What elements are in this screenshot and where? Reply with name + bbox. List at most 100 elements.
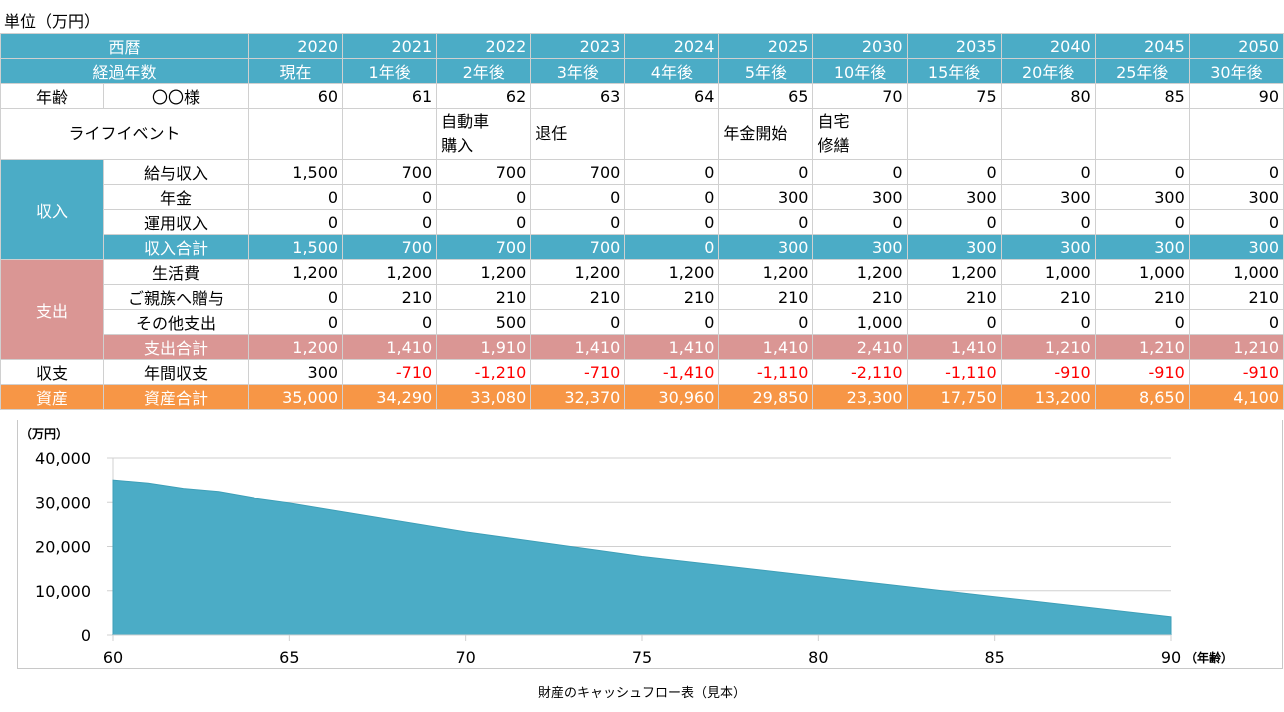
cell: 300 [1000, 234, 1096, 260]
unit-label: 単位（万円） [4, 12, 101, 31]
life-event-cell: 自動車 購入 [436, 108, 532, 160]
cell: 1,210 [1188, 334, 1284, 360]
cell: 0 [248, 309, 344, 335]
expense-label: 支出 [0, 259, 104, 360]
cell: 2025 [718, 33, 814, 59]
cell: 0 [1000, 309, 1096, 335]
cell: 1,200 [812, 259, 908, 285]
cell: 1,200 [342, 259, 438, 285]
cell: 1,000 [1188, 259, 1284, 285]
cell: 70 [812, 83, 908, 109]
row-label: 資産合計 [102, 384, 250, 410]
cell: 1,000 [1000, 259, 1096, 285]
cell: 25年後 [1094, 58, 1190, 84]
cell: 85 [1094, 83, 1190, 109]
cell: 0 [906, 159, 1002, 185]
x-tick-label: 85 [984, 648, 1004, 667]
cell: 2023 [530, 33, 626, 59]
cell: 0 [248, 284, 344, 310]
life-event-cell [342, 108, 438, 160]
header-year-row: 西暦 2020 2021 2022 2023 2024 2025 2030 2035 2040 20… [0, 33, 1284, 59]
cell: 0 [1094, 309, 1190, 335]
cell: 1,200 [624, 259, 720, 285]
row-label: その他支出 [102, 309, 250, 335]
cell: 1,000 [812, 309, 908, 335]
cell: 1,410 [342, 334, 438, 360]
cell: 0 [248, 209, 344, 235]
row-label: 給与収入 [102, 159, 250, 185]
x-tick-label: 80 [808, 648, 828, 667]
cell: 64 [624, 83, 720, 109]
cell: -910 [1094, 359, 1190, 385]
cell: 80 [1000, 83, 1096, 109]
cashflow-table: 西暦 2020 2021 2022 2023 2024 2025 2030 2035 2040 20… [0, 33, 1284, 410]
cell: 0 [342, 209, 438, 235]
header-elapsed-row: 経過年数 現在 1年後 2年後 3年後 4年後 5年後 10年後 15年後 20年後 25年後 30年… [0, 58, 1284, 84]
cell: -1,110 [718, 359, 814, 385]
cell: 700 [342, 234, 438, 260]
cell: 0 [342, 184, 438, 210]
x-axis-unit: （年齢） [1185, 650, 1233, 665]
y-tick-label: 10,000 [35, 582, 91, 601]
asset-area [112, 479, 1172, 636]
cell: 0 [1000, 159, 1096, 185]
life-event-cell: 年金開始 [718, 108, 814, 160]
cell: -910 [1188, 359, 1284, 385]
x-tick-label: 60 [103, 648, 123, 667]
cell: 3年後 [530, 58, 626, 84]
cell: 300 [1094, 234, 1190, 260]
cell: -2,110 [812, 359, 908, 385]
cell: 23,300 [812, 384, 908, 410]
cell: 0 [530, 309, 626, 335]
cell: 0 [1094, 209, 1190, 235]
cell: 0 [1188, 309, 1284, 335]
cell: 4,100 [1188, 384, 1284, 410]
row-label: 運用収入 [102, 209, 250, 235]
life-event-cell [624, 108, 720, 160]
cell: 1,200 [248, 259, 344, 285]
cell: 210 [530, 284, 626, 310]
year-label: 西暦 [0, 33, 250, 59]
cell: 65 [718, 83, 814, 109]
assets-row: 資産 資産合計 35,000 34,290 33,080 32,370 30,960 29,8… [0, 384, 1284, 410]
cell: 1,200 [718, 259, 814, 285]
cell: 8,650 [1094, 384, 1190, 410]
cell: 700 [342, 159, 438, 185]
cell: 500 [436, 309, 532, 335]
y-tick-label: 40,000 [35, 449, 91, 468]
cell: 300 [1188, 184, 1284, 210]
cell: 0 [718, 159, 814, 185]
cell: 2050 [1188, 33, 1284, 59]
cell: -710 [530, 359, 626, 385]
cell: 300 [718, 184, 814, 210]
income-row: 年金 0 0 0 0 0 300 300 300 300 300 300 [1, 184, 1284, 210]
cell: 0 [624, 234, 720, 260]
cell: 210 [436, 284, 532, 310]
cell: 1,910 [436, 334, 532, 360]
cell: 1,200 [906, 259, 1002, 285]
age-row: 年齢 〇〇様 60 61 62 63 64 65 70 75 80 85 90 [0, 83, 1284, 109]
cell: 1,210 [1000, 334, 1096, 360]
cell: 1,200 [436, 259, 532, 285]
cell: 700 [530, 234, 626, 260]
cell: 210 [812, 284, 908, 310]
cell: 2040 [1000, 33, 1096, 59]
cell: 0 [1188, 159, 1284, 185]
cell: 1,410 [718, 334, 814, 360]
balance-label: 収支 [0, 359, 104, 385]
life-event-cell [1188, 108, 1284, 160]
cell: -1,410 [624, 359, 720, 385]
cell: 300 [718, 234, 814, 260]
cell: 20年後 [1000, 58, 1096, 84]
row-label: 年間収支 [102, 359, 250, 385]
cell: 29,850 [718, 384, 814, 410]
cell: 2021 [342, 33, 438, 59]
cell: 2024 [624, 33, 720, 59]
cell: 1,200 [248, 334, 344, 360]
y-axis-unit: （万円） [20, 426, 68, 441]
cell: 0 [906, 309, 1002, 335]
cell: 0 [1188, 209, 1284, 235]
cell: 210 [718, 284, 814, 310]
cell: 1,410 [624, 334, 720, 360]
cell: 1年後 [342, 58, 438, 84]
